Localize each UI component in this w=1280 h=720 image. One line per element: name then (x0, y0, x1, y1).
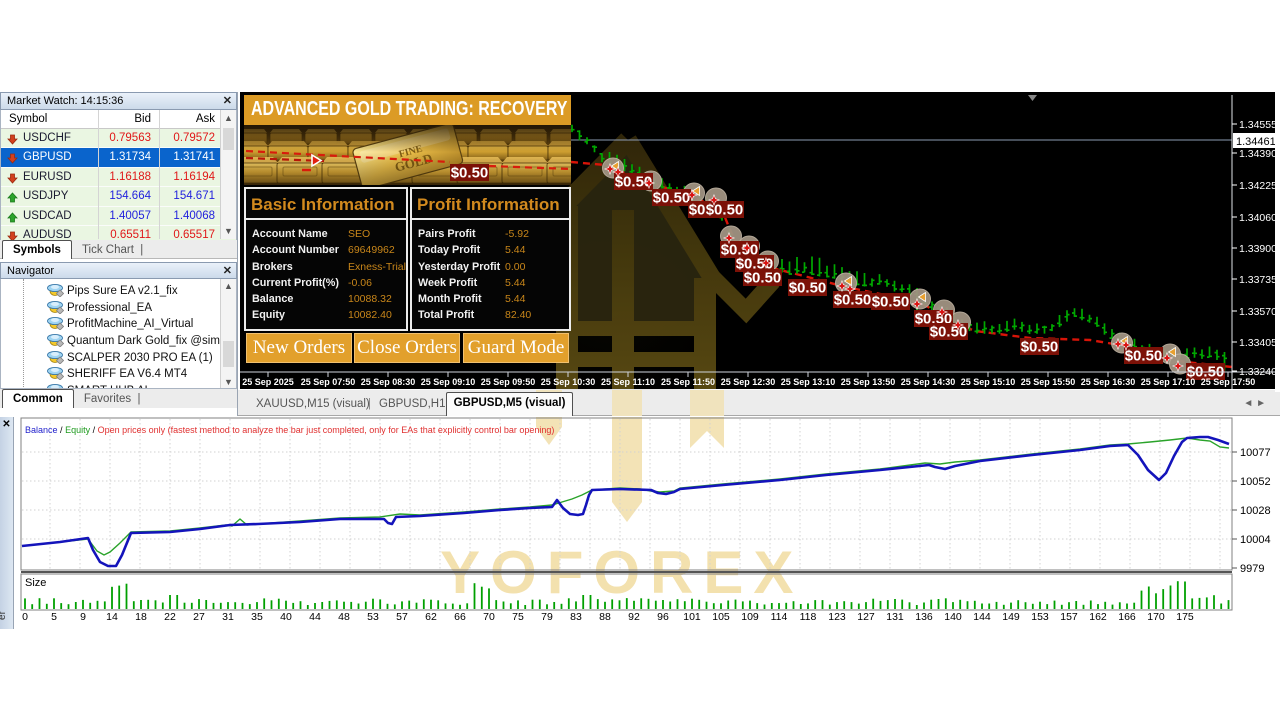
svg-text:53: 53 (367, 611, 379, 623)
svg-text:131: 131 (886, 611, 904, 623)
svg-text:$0.50: $0.50 (736, 256, 774, 273)
svg-text:$0.50: $0.50 (615, 174, 653, 191)
svg-text:170: 170 (1147, 611, 1165, 623)
svg-text:25 Sep 11:50: 25 Sep 11:50 (661, 377, 715, 387)
svg-text:92: 92 (628, 611, 640, 623)
svg-text:$0.50: $0.50 (789, 280, 827, 297)
svg-text:35: 35 (251, 611, 263, 623)
svg-text:1.34225: 1.34225 (1239, 180, 1277, 192)
svg-text:0: 0 (22, 611, 28, 623)
svg-text:149: 149 (1002, 611, 1020, 623)
svg-text:$0.50: $0.50 (653, 190, 691, 207)
svg-text:25 Sep 17:10: 25 Sep 17:10 (1141, 377, 1196, 387)
svg-text:123: 123 (828, 611, 846, 623)
svg-text:79: 79 (541, 611, 553, 623)
svg-text:136: 136 (915, 611, 933, 623)
svg-text:25 Sep 13:10: 25 Sep 13:10 (781, 377, 836, 387)
svg-text:66: 66 (454, 611, 466, 623)
svg-text:175: 175 (1176, 611, 1194, 623)
svg-text:109: 109 (741, 611, 759, 623)
svg-text:10004: 10004 (1240, 534, 1271, 546)
svg-text:118: 118 (800, 611, 817, 623)
svg-text:1.34461: 1.34461 (1236, 136, 1276, 148)
svg-text:10052: 10052 (1240, 476, 1271, 488)
svg-text:25 Sep 15:10: 25 Sep 15:10 (961, 377, 1016, 387)
svg-text:114: 114 (771, 611, 788, 623)
svg-text:14: 14 (106, 611, 118, 623)
svg-text:22: 22 (164, 611, 176, 623)
svg-text:166: 166 (1118, 611, 1136, 623)
svg-text:10077: 10077 (1240, 447, 1271, 459)
svg-text:157: 157 (1060, 611, 1078, 623)
svg-text:31: 31 (222, 611, 234, 623)
svg-text:25 Sep 2025: 25 Sep 2025 (242, 377, 294, 387)
svg-text:1.33900: 1.33900 (1239, 243, 1277, 255)
svg-text:57: 57 (396, 611, 408, 623)
svg-text:1.33405: 1.33405 (1239, 337, 1277, 349)
svg-text:153: 153 (1031, 611, 1049, 623)
svg-text:25 Sep 11:10: 25 Sep 11:10 (601, 377, 655, 387)
svg-text:$0.50: $0.50 (930, 324, 968, 341)
svg-text:83: 83 (570, 611, 582, 623)
svg-text:$0.50: $0.50 (1021, 339, 1059, 356)
svg-text:101: 101 (683, 611, 701, 623)
svg-text:18: 18 (135, 611, 147, 623)
svg-text:$0.50: $0.50 (706, 202, 744, 219)
svg-text:25 Sep 08:30: 25 Sep 08:30 (361, 377, 416, 387)
svg-text:105: 105 (712, 611, 730, 623)
svg-text:96: 96 (657, 611, 669, 623)
svg-text:140: 140 (944, 611, 962, 623)
svg-text:48: 48 (338, 611, 350, 623)
svg-text:9979: 9979 (1240, 563, 1264, 575)
svg-text:1.34060: 1.34060 (1239, 212, 1277, 224)
svg-text:5: 5 (51, 611, 57, 623)
svg-text:62: 62 (425, 611, 437, 623)
svg-text:25 Sep 13:50: 25 Sep 13:50 (841, 377, 896, 387)
svg-text:75: 75 (512, 611, 524, 623)
svg-text:10028: 10028 (1240, 505, 1271, 517)
svg-text:40: 40 (280, 611, 292, 623)
svg-text:25 Sep 14:30: 25 Sep 14:30 (901, 377, 956, 387)
svg-text:1.34555: 1.34555 (1239, 119, 1277, 131)
svg-text:1.33240: 1.33240 (1239, 366, 1277, 378)
svg-text:88: 88 (599, 611, 611, 623)
svg-text:$0.50: $0.50 (721, 242, 759, 259)
svg-text:$0.50: $0.50 (834, 292, 872, 309)
svg-text:127: 127 (857, 611, 875, 623)
svg-text:$0.50: $0.50 (451, 165, 489, 182)
svg-text:25 Sep 15:50: 25 Sep 15:50 (1021, 377, 1076, 387)
svg-text:162: 162 (1089, 611, 1107, 623)
svg-text:70: 70 (483, 611, 495, 623)
svg-text:$0.50: $0.50 (744, 270, 782, 287)
svg-text:25 Sep 09:50: 25 Sep 09:50 (481, 377, 536, 387)
svg-text:25 Sep 17:50: 25 Sep 17:50 (1201, 377, 1256, 387)
svg-text:25 Sep 10:30: 25 Sep 10:30 (541, 377, 596, 387)
svg-text:1.34390: 1.34390 (1239, 148, 1277, 160)
svg-text:25 Sep 09:10: 25 Sep 09:10 (421, 377, 476, 387)
svg-text:27: 27 (193, 611, 205, 623)
svg-text:$0.50: $0.50 (1125, 348, 1163, 365)
svg-text:25 Sep 07:50: 25 Sep 07:50 (301, 377, 356, 387)
svg-text:1.33735: 1.33735 (1239, 274, 1277, 286)
svg-text:25 Sep 12:30: 25 Sep 12:30 (721, 377, 776, 387)
svg-text:$0.50: $0.50 (872, 294, 910, 311)
svg-text:25 Sep 16:30: 25 Sep 16:30 (1081, 377, 1136, 387)
svg-text:44: 44 (309, 611, 321, 623)
svg-text:144: 144 (973, 611, 991, 623)
svg-text:9: 9 (80, 611, 86, 623)
svg-text:1.33570: 1.33570 (1239, 306, 1277, 318)
